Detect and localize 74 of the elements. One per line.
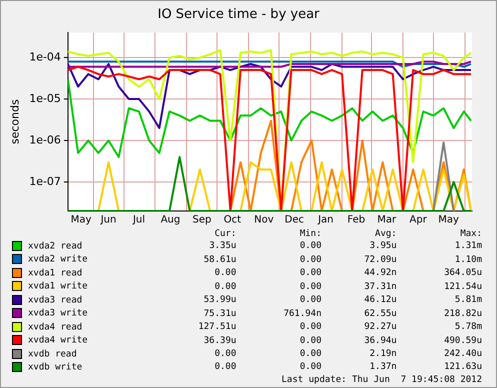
legend-label: xvda3 read (27, 294, 84, 308)
text: 0.00 (214, 280, 238, 294)
x-tick-label: Dec (284, 214, 304, 226)
text: 0.00 (214, 267, 238, 280)
x-tick-label: Jun (100, 214, 116, 226)
legend-label: xvdb read (27, 348, 78, 362)
x-tick-label: Feb (347, 214, 366, 226)
legend-label: xvda1 read (27, 267, 84, 280)
text: 490.59u (443, 334, 483, 348)
text: 127.51u (197, 321, 238, 334)
y-tick-label: 1e-05 (29, 92, 61, 105)
text: 218.82u (443, 308, 483, 321)
text: 0.00 (214, 348, 238, 361)
x-tick-label: Mar (377, 214, 398, 226)
x-tick-label: Nov (254, 214, 274, 226)
text: 0.00 (298, 240, 323, 254)
legend-label: xvda2 write (27, 254, 89, 267)
y-tick-label: 1e-07 (29, 174, 61, 188)
x-tick-label: Jan (317, 214, 334, 226)
text: 242.40u (443, 348, 483, 361)
text: 0.00 (298, 348, 323, 361)
text: 36.39u (202, 334, 238, 348)
text: 0.00 (298, 334, 323, 348)
legend-label: xvda4 write (27, 334, 89, 348)
text: 0.00 (298, 267, 323, 280)
text: 5.81m (454, 294, 483, 308)
text: 121.63u (443, 361, 483, 374)
text: 3.95u (368, 240, 398, 254)
text: 62.55u (363, 308, 398, 321)
text: 0.00 (298, 361, 323, 374)
x-tick-label: May (70, 214, 92, 226)
text: 3.35u (208, 240, 238, 254)
text: 0.00 (298, 294, 323, 308)
x-tick-label: May (438, 214, 460, 226)
text: 761.94n (282, 308, 323, 321)
text: 53.99u (202, 294, 238, 308)
x-tick-label: Jul (132, 214, 146, 226)
text: Min: (298, 229, 323, 240)
text: Cur: (214, 229, 238, 240)
text: 0.00 (298, 321, 323, 334)
text: 92.27u (363, 321, 398, 334)
legend-label: xvda3 write (27, 308, 89, 321)
y-axis-title: seconds (8, 99, 22, 144)
text: 1.10m (454, 254, 483, 267)
legend-label: xvda1 write (27, 280, 89, 294)
text: 36.94u (363, 334, 398, 348)
text: 58.61u (202, 254, 238, 267)
text: 1.31m (454, 240, 483, 254)
text: 0.00 (214, 361, 238, 374)
text: 44.92n (363, 267, 398, 280)
x-tick-label: Oct (224, 214, 242, 226)
text: 1.37n (368, 361, 398, 374)
y-tick-label: 1e-06 (29, 133, 61, 146)
legend-label: xvdb write (27, 362, 84, 375)
legend-label: xvda4 read (27, 321, 84, 334)
x-tick-label: Aug (160, 214, 180, 226)
y-tick-label: 1e-04 (29, 50, 61, 64)
x-tick-label: Apr (410, 214, 428, 226)
text: 37.31n (363, 280, 398, 294)
text: 5.78m (454, 321, 483, 334)
text: 0.00 (298, 280, 323, 294)
x-tick-label: Sep (192, 214, 212, 226)
text: 46.12u (363, 294, 398, 308)
legend-label: xvda2 read (27, 240, 84, 254)
text: Last update: Thu Jun 7 19:45:08 2012 (280, 374, 482, 386)
chart-title: IO Service time - by year (158, 7, 320, 22)
text: 364.05u (443, 267, 483, 280)
text: 121.54u (443, 280, 483, 294)
text: Avg: (374, 229, 398, 240)
text: 2.19n (368, 348, 398, 361)
text: 72.09u (363, 254, 398, 267)
text: 75.31u (202, 308, 238, 321)
text: Max: (459, 229, 483, 240)
text: 0.00 (298, 254, 323, 267)
